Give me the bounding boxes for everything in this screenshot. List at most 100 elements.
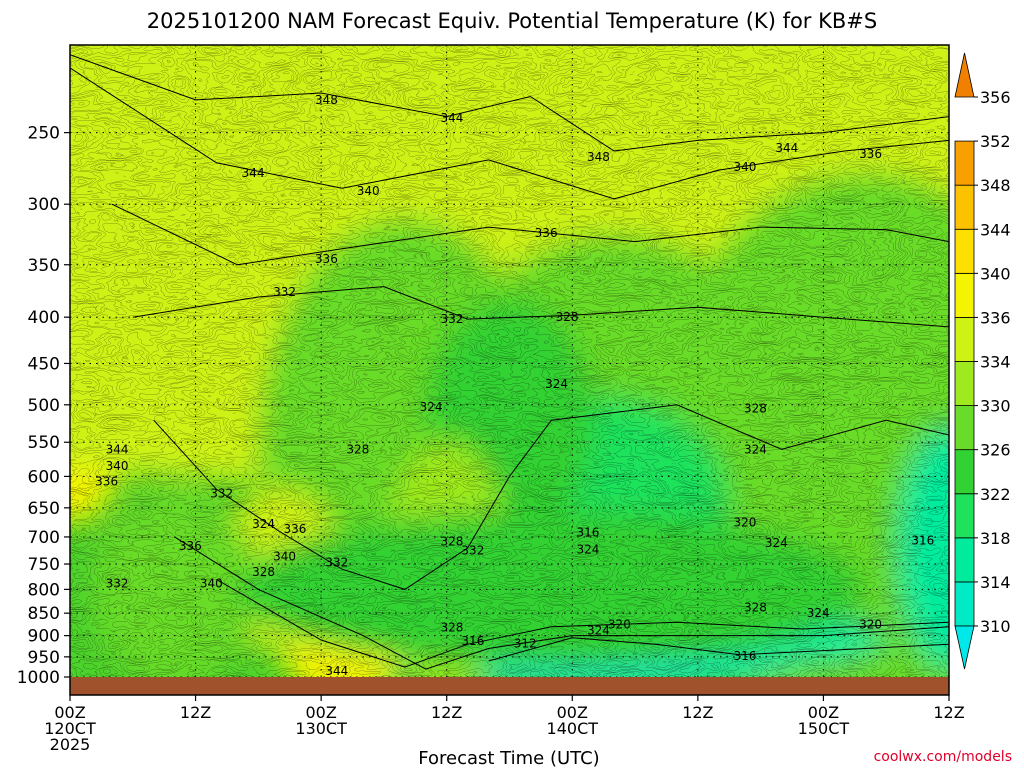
chart-title: 2025101200 NAM Forecast Equiv. Potential…: [147, 9, 877, 33]
contour-label: 344: [775, 141, 798, 155]
contour-label: 324: [252, 517, 275, 531]
contour-label: 332: [325, 555, 348, 569]
x-tick-label: 12Z: [431, 703, 462, 722]
y-tick-label: 400: [28, 308, 60, 328]
colorbar-segment: [954, 140, 975, 186]
x-tick-label: 00Z: [54, 703, 85, 722]
contour-label: 328: [440, 534, 463, 548]
contour-label: 328: [744, 601, 767, 615]
y-tick-label: 300: [28, 195, 60, 215]
x-tick-label: 130CT: [295, 719, 347, 738]
y-tick-label: 900: [28, 627, 60, 647]
x-tick-label: 00Z: [808, 703, 839, 722]
contour-label: 320: [733, 516, 756, 530]
y-tick-label: 850: [28, 604, 60, 624]
contour-label: 328: [556, 310, 579, 324]
y-tick-label: 500: [28, 396, 60, 416]
contour-label: 324: [744, 442, 767, 456]
colorbar-segment: [954, 272, 975, 318]
contour-label: 340: [106, 459, 129, 473]
contour-lines: [70, 54, 949, 670]
colorbar-label: 352: [980, 132, 1011, 151]
colorbar-label: 340: [980, 264, 1011, 283]
colorbar-segment: [954, 581, 975, 627]
contour-label: 324: [765, 536, 788, 550]
contour-label: 328: [744, 402, 767, 416]
contour-label: 336: [315, 252, 338, 266]
colorbar-segment: [954, 361, 975, 406]
colorbar-segment: [954, 449, 975, 495]
contour-label: 312: [514, 636, 537, 650]
contour-label: 348: [315, 93, 338, 107]
colorbar-label: 310: [980, 617, 1011, 636]
colorbar-segment: [954, 493, 975, 539]
colorbar-label: 330: [980, 397, 1011, 416]
contour-label: 316: [577, 525, 600, 539]
colorbar-max-arrow: [954, 52, 975, 98]
contour-label: 344: [242, 166, 265, 180]
contour-label: 320: [608, 618, 631, 632]
x-tick-label: 12Z: [933, 703, 964, 722]
contour-label: 316: [733, 649, 756, 663]
colorbar-label: 326: [980, 441, 1011, 460]
x-tick-label: 00Z: [557, 703, 588, 722]
contour-line: [111, 203, 949, 266]
x-tick-label: 2025: [50, 735, 91, 754]
contour-line: [70, 54, 949, 152]
colorbar-label: 334: [980, 353, 1011, 372]
contour-label: 320: [859, 618, 882, 632]
y-tick-label: 650: [28, 499, 60, 519]
contour-line: [216, 578, 949, 668]
colorbar-segment: [954, 228, 975, 274]
colorbar-label: 356: [980, 88, 1011, 107]
contour-label: 324: [587, 623, 610, 637]
colorbar-label: 348: [980, 176, 1011, 195]
colorbar-segment: [954, 184, 975, 230]
contour-line: [174, 536, 949, 670]
contour-label: 336: [284, 522, 307, 536]
x-axis-label: Forecast Time (UTC): [418, 748, 599, 768]
contour-label: 344: [440, 111, 463, 125]
contour-label: 336: [179, 539, 202, 553]
colorbar-label: 344: [980, 220, 1011, 239]
contour-label: 340: [733, 160, 756, 174]
contour-label: 332: [273, 285, 296, 299]
contour-label: 340: [273, 550, 296, 564]
contour-label: 332: [440, 312, 463, 326]
contour-label: 336: [535, 226, 558, 240]
contour-line: [70, 67, 949, 200]
contour-label: 336: [95, 475, 118, 489]
colorbar-segment: [954, 537, 975, 583]
contour-label: 332: [210, 487, 233, 501]
y-tick-label: 800: [28, 580, 60, 600]
x-tick-label: 120CT: [44, 719, 96, 738]
y-axis: 250 300 350 400 450 500 550 600 650 700 750 800 850 9…: [17, 124, 70, 688]
contour-label: 328: [346, 442, 369, 456]
x-tick-label: 140CT: [547, 719, 599, 738]
contour-label: 332: [461, 544, 484, 558]
colorbar-label: 322: [980, 485, 1011, 504]
colorbar-segment: [954, 405, 975, 451]
contour-label: 324: [577, 543, 600, 557]
contour-label: 348: [587, 150, 610, 164]
contour-label: 324: [807, 606, 830, 620]
y-tick-label: 750: [28, 555, 60, 575]
contour-label: 344: [106, 442, 129, 456]
y-tick-label: 700: [28, 528, 60, 548]
grid-lines: [70, 45, 949, 677]
y-tick-label: 450: [28, 354, 60, 374]
y-tick-label: 950: [28, 648, 60, 668]
credit-text: coolwx.com/models: [874, 749, 1012, 765]
colorbar: 310 314 318 322 326 330 334 336 340 344 348 352 356: [954, 52, 1011, 670]
contour-label: 344: [325, 664, 348, 678]
contour-label: 324: [545, 377, 568, 391]
contour-label: 316: [911, 533, 934, 547]
x-tick-label: 150CT: [798, 719, 850, 738]
colorbar-label: 336: [980, 308, 1011, 327]
y-tick-label: 250: [28, 124, 60, 144]
contour-label: 324: [420, 400, 443, 414]
